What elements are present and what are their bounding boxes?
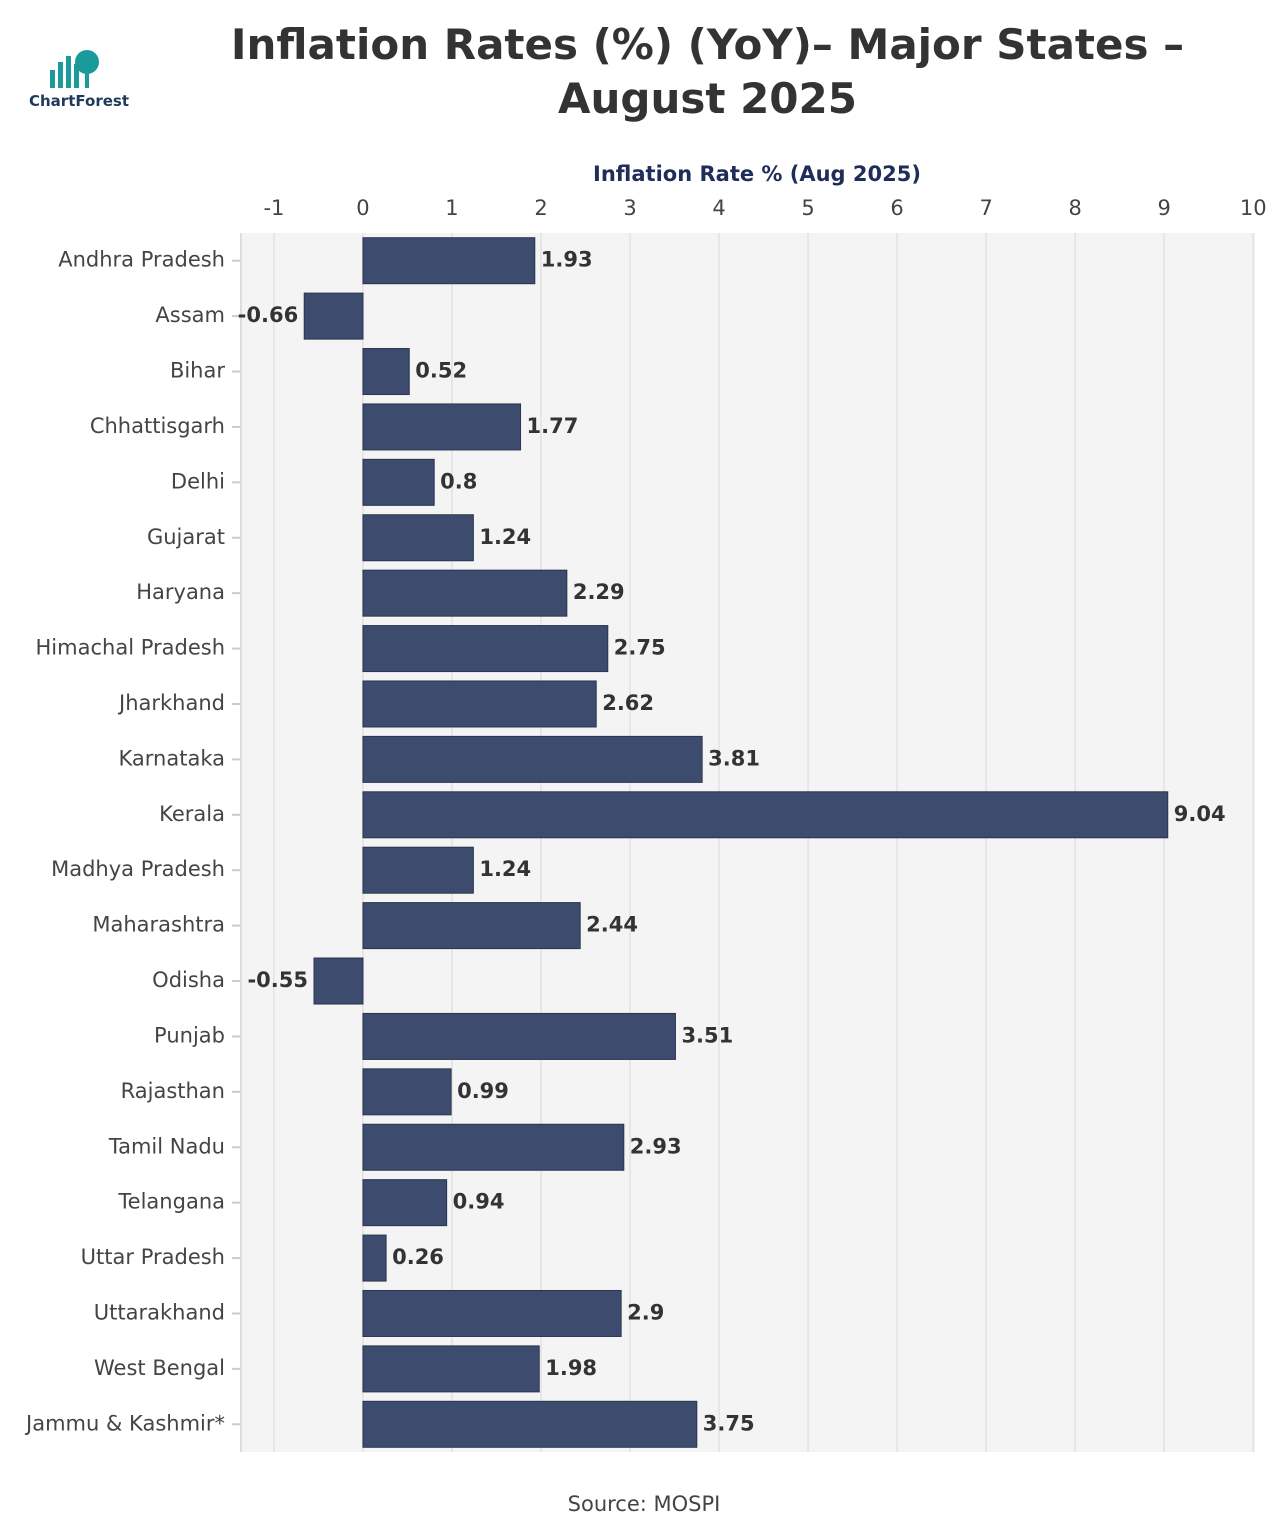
value-label: 3.51 — [681, 1023, 733, 1047]
x-tick-label: 1 — [445, 196, 458, 220]
value-label: 1.93 — [541, 248, 593, 272]
y-tick-label: Jharkhand — [117, 691, 225, 715]
y-tick-label: Maharashtra — [92, 913, 225, 937]
y-tick-label: Gujarat — [147, 525, 225, 549]
bar — [362, 625, 609, 673]
x-tick-label: 10 — [1240, 196, 1267, 220]
y-tick-label: Tamil Nadu — [108, 1134, 225, 1158]
value-label: 0.94 — [453, 1190, 505, 1214]
x-tick-label: 2 — [534, 196, 547, 220]
bar — [362, 1123, 625, 1171]
y-tick-label: Jammu & Kashmir* — [24, 1411, 225, 1435]
y-tick-label: Bihar — [170, 359, 225, 383]
y-tick-label: Rajasthan — [121, 1079, 225, 1103]
value-label: 2.75 — [614, 636, 666, 660]
y-tick-label: Madhya Pradesh — [51, 857, 225, 881]
bar — [313, 957, 364, 1005]
value-label: 0.99 — [457, 1079, 509, 1103]
bar — [362, 514, 474, 562]
bar — [362, 1345, 540, 1393]
bar — [362, 735, 703, 783]
x-tick-label: 7 — [979, 196, 992, 220]
bar — [362, 403, 522, 451]
bar — [362, 846, 474, 894]
y-tick-label: West Bengal — [94, 1356, 225, 1380]
logo: ChartForest — [29, 92, 129, 110]
value-label: 0.26 — [392, 1245, 444, 1269]
y-tick-label: Himachal Pradesh — [36, 636, 225, 660]
value-label: 2.62 — [602, 691, 654, 715]
bar — [362, 458, 435, 506]
y-tick-label: Odisha — [152, 968, 225, 992]
y-tick-label: Andhra Pradesh — [58, 248, 225, 272]
bar — [362, 680, 597, 728]
bar — [362, 1400, 698, 1448]
y-tick-label: Chhattisgarh — [90, 414, 225, 438]
value-label: 0.8 — [440, 469, 477, 493]
value-label: 2.9 — [627, 1300, 664, 1324]
value-label: 2.44 — [586, 913, 638, 937]
x-tick-label: 3 — [623, 196, 636, 220]
value-label: 3.81 — [708, 746, 760, 770]
bar — [362, 1012, 676, 1060]
x-tick-label: -1 — [263, 196, 284, 220]
y-tick-label: Uttarakhand — [94, 1300, 225, 1324]
x-axis-label: Inflation Rate % (Aug 2025) — [593, 162, 921, 186]
y-tick-label: Assam — [155, 303, 225, 327]
x-tick-label: 6 — [890, 196, 903, 220]
y-tick-label: Delhi — [171, 469, 225, 493]
y-tick-label: Haryana — [136, 580, 225, 604]
bar — [362, 1179, 448, 1227]
value-label: 1.24 — [479, 857, 531, 881]
value-label: -0.66 — [238, 303, 299, 327]
x-tick-label: 4 — [712, 196, 725, 220]
bar — [303, 292, 364, 340]
y-tick-label: Kerala — [159, 802, 225, 826]
chart-title: Inflation Rates (%) (YoY)– Major States … — [230, 20, 1185, 123]
logo-icon — [50, 50, 99, 88]
y-tick-label: Telangana — [117, 1190, 225, 1214]
bar — [362, 237, 536, 285]
value-label: 2.29 — [573, 580, 625, 604]
bar — [362, 1234, 387, 1282]
value-label: 1.77 — [527, 414, 579, 438]
x-tick-label: 0 — [356, 196, 369, 220]
source: Source: MOSPI — [568, 1492, 721, 1516]
bar — [362, 902, 581, 950]
value-label: 9.04 — [1174, 802, 1226, 826]
bar — [362, 1068, 452, 1116]
value-label: 1.98 — [545, 1356, 597, 1380]
value-label: -0.55 — [247, 968, 308, 992]
y-tick-label: Punjab — [154, 1023, 225, 1047]
x-tick-label: 9 — [1158, 196, 1171, 220]
value-label: 3.75 — [703, 1411, 755, 1435]
y-tick-label: Uttar Pradesh — [81, 1245, 225, 1269]
bar — [362, 791, 1169, 839]
y-tick-label: Karnataka — [119, 746, 225, 770]
bar — [362, 1289, 622, 1337]
value-label: 2.93 — [630, 1134, 682, 1158]
bar — [362, 348, 410, 396]
bar — [362, 569, 568, 617]
x-tick-label: 5 — [801, 196, 814, 220]
x-tick-label: 8 — [1068, 196, 1081, 220]
value-label: 1.24 — [479, 525, 531, 549]
value-label: 0.52 — [415, 359, 467, 383]
